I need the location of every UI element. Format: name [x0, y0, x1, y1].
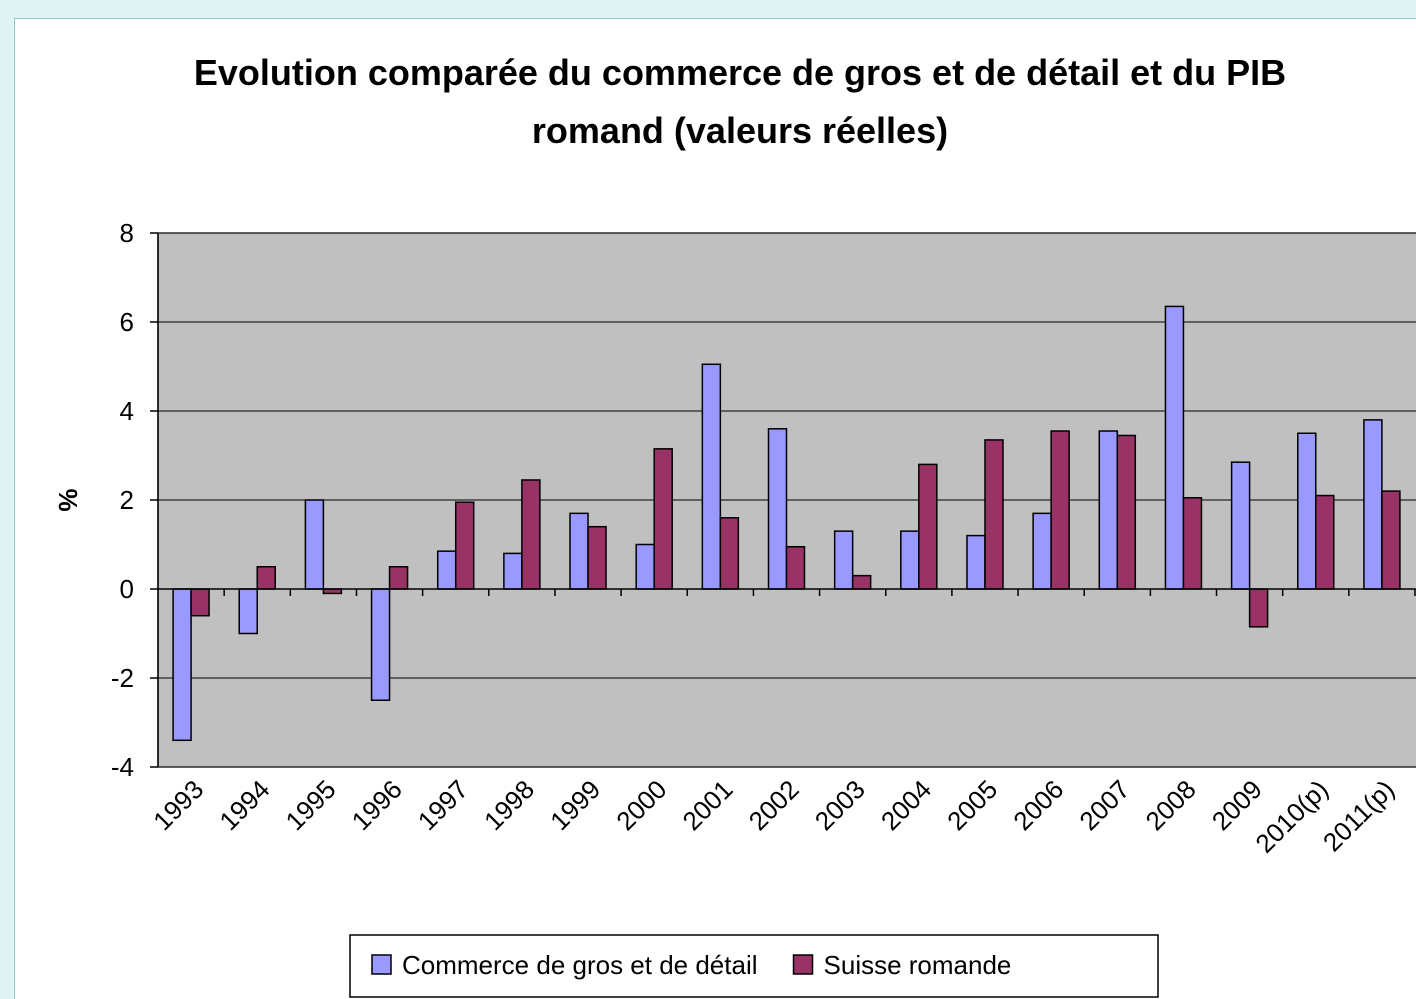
bar: [833, 530, 854, 590]
bar: [388, 566, 409, 590]
bar: [370, 588, 391, 701]
bar: [503, 552, 523, 590]
x-tick-label: 2001: [676, 774, 738, 836]
bar: [1363, 419, 1383, 590]
bar: [304, 499, 325, 590]
bar: [1116, 434, 1137, 590]
bar: [918, 463, 938, 590]
chart-title: Evolution comparée du commerce de gros e…: [193, 52, 1287, 151]
legend-box: [349, 934, 1159, 998]
bar: [454, 501, 475, 590]
bar: [900, 530, 920, 590]
x-tick-label: 1998: [478, 774, 540, 836]
bar: [701, 363, 722, 590]
y-tick-label: 6: [120, 307, 134, 337]
bar: [653, 448, 673, 590]
bar: [635, 543, 655, 590]
bar: [521, 479, 541, 590]
y-tick-label: 2: [120, 485, 134, 515]
y-tick-label: 8: [120, 218, 134, 248]
x-tick-label: 1994: [213, 774, 275, 836]
bar: [767, 428, 788, 590]
bar: [172, 588, 192, 742]
legend-label: Suisse romande: [824, 950, 1012, 980]
y-axis-label: %: [53, 488, 83, 511]
x-tick-label: 1993: [147, 774, 209, 836]
bar: [436, 550, 457, 590]
bar: [719, 517, 740, 590]
x-tick-label: 2009: [1206, 774, 1268, 836]
y-tick-label: -4: [111, 752, 134, 782]
bar: [256, 566, 276, 590]
legend-swatch: [792, 954, 814, 975]
y-tick-label: -2: [111, 663, 134, 693]
bar: [1050, 430, 1070, 590]
bar: [1248, 588, 1269, 628]
x-tick-label: 2006: [1007, 774, 1069, 836]
bar: [1230, 461, 1251, 590]
bar: [984, 439, 1004, 590]
bar: [569, 512, 589, 590]
x-tick-label: 2005: [941, 774, 1003, 836]
x-tick-label: 2002: [743, 774, 805, 836]
x-tick-label: 1997: [412, 774, 474, 836]
x-tick-label: 2008: [1140, 774, 1202, 836]
x-tick-label: 2010(p): [1249, 774, 1334, 859]
y-tick-label: 4: [120, 396, 134, 426]
bar: [785, 545, 806, 590]
x-tick-label: 2007: [1073, 774, 1135, 836]
bar: [190, 588, 210, 617]
x-tick-label: 1995: [280, 774, 342, 836]
legend-swatch: [371, 954, 392, 975]
bar: [1297, 432, 1317, 590]
bar: [238, 588, 258, 635]
bar: [1164, 305, 1185, 590]
x-tick-label: 2011(p): [1317, 774, 1400, 857]
bar: [966, 534, 986, 590]
bar: [851, 574, 872, 590]
bar: [1381, 490, 1401, 590]
y-tick-label: 0: [120, 574, 134, 604]
x-tick-label: 2000: [610, 774, 672, 836]
x-tick-label: 1999: [544, 774, 606, 836]
legend-label: Commerce de gros et de détail: [402, 950, 758, 980]
x-tick-label: 2004: [875, 774, 937, 836]
x-tick-label: 1996: [346, 774, 408, 836]
bar: [587, 525, 607, 590]
bar: [1182, 497, 1203, 590]
x-tick-label: 2003: [809, 774, 871, 836]
bar: [1315, 494, 1335, 590]
bar: [1032, 512, 1052, 590]
bar: [1098, 430, 1119, 590]
